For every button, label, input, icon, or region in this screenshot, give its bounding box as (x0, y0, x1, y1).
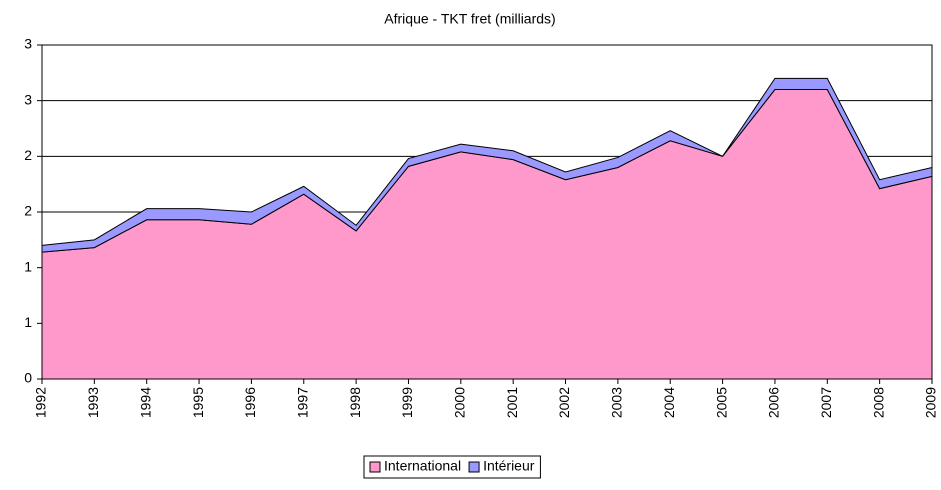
x-tick-label: 2002 (556, 387, 572, 418)
y-tick-label: 1 (24, 258, 32, 274)
legend: International Intérieur (363, 455, 541, 479)
x-tick-label: 1994 (137, 387, 153, 418)
y-tick-label: 2 (24, 203, 32, 219)
x-tick-label: 1993 (85, 387, 101, 418)
legend-swatch (369, 461, 381, 473)
y-tick-label: 0 (24, 370, 32, 386)
legend-swatch (468, 461, 480, 473)
y-tick-label: 3 (24, 36, 32, 52)
legend-frame (363, 455, 541, 479)
x-tick-label: 2006 (766, 387, 782, 418)
area (41, 89, 933, 380)
x-tick-label: 2008 (870, 387, 886, 418)
y-tick-label: 1 (24, 314, 32, 330)
x-tick-label: 1997 (294, 387, 310, 418)
y-tick-label: 3 (24, 91, 32, 107)
x-tick-label: 2003 (609, 387, 625, 418)
chart-title: Afrique - TKT fret (milliards) (384, 11, 555, 27)
x-tick-label: 1996 (242, 387, 258, 418)
x-tick-label: 2005 (713, 387, 729, 418)
legend-label: Intérieur (483, 458, 535, 474)
x-tick-label: 1998 (347, 387, 363, 418)
x-tick-label: 2000 (452, 387, 468, 418)
y-tick-label: 2 (24, 147, 32, 163)
x-tick-label: 1992 (33, 387, 49, 418)
x-tick-label: 1995 (190, 387, 206, 418)
plot-frame (41, 44, 933, 380)
x-tick-label: 2007 (818, 387, 834, 418)
x-tick-label: 2009 (923, 387, 939, 418)
x-tick-label: 2001 (504, 387, 520, 418)
legend-label: International (384, 458, 461, 474)
x-tick-label: 1999 (399, 387, 415, 418)
x-tick-label: 2004 (661, 387, 677, 418)
